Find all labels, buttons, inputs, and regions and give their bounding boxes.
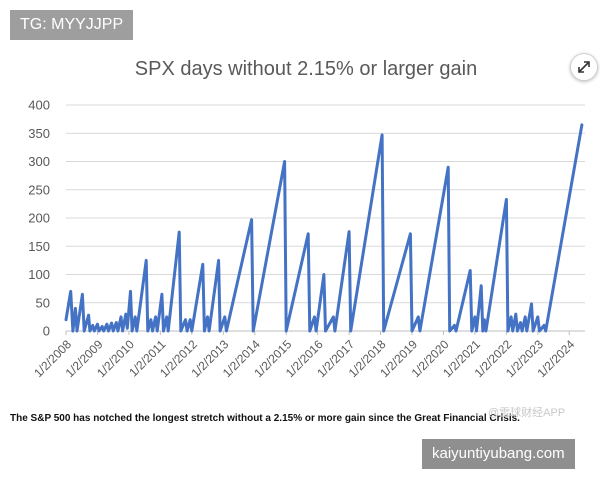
y-tick-label: 250 xyxy=(28,182,50,197)
series-line xyxy=(64,123,584,333)
y-tick-label: 300 xyxy=(28,154,50,169)
y-tick-label: 400 xyxy=(28,98,50,113)
chart-title: SPX days without 2.15% or larger gain xyxy=(134,58,478,80)
url-badge: kaiyuntiyubang.com xyxy=(422,439,575,469)
x-axis-ticks: 1/2/20081/2/20091/2/20101/2/20111/2/2012… xyxy=(31,331,578,380)
expand-icon xyxy=(578,61,590,73)
expand-button[interactable] xyxy=(570,53,598,81)
y-axis-ticks: 0 50 100 150 200 250 300 350 400 xyxy=(28,98,50,339)
y-tick-label: 0 xyxy=(43,324,50,339)
y-tick-label: 50 xyxy=(36,295,50,310)
tag-badge: TG: MYYJJPP xyxy=(10,10,134,40)
chart-caption: The S&P 500 has notched the longest stre… xyxy=(10,413,520,424)
y-tick-label: 100 xyxy=(28,267,50,282)
watermark: @雪球财经APP xyxy=(488,407,566,419)
y-tick-label: 350 xyxy=(28,126,50,141)
y-tick-label: 150 xyxy=(28,239,50,254)
y-tick-label: 200 xyxy=(28,211,50,226)
